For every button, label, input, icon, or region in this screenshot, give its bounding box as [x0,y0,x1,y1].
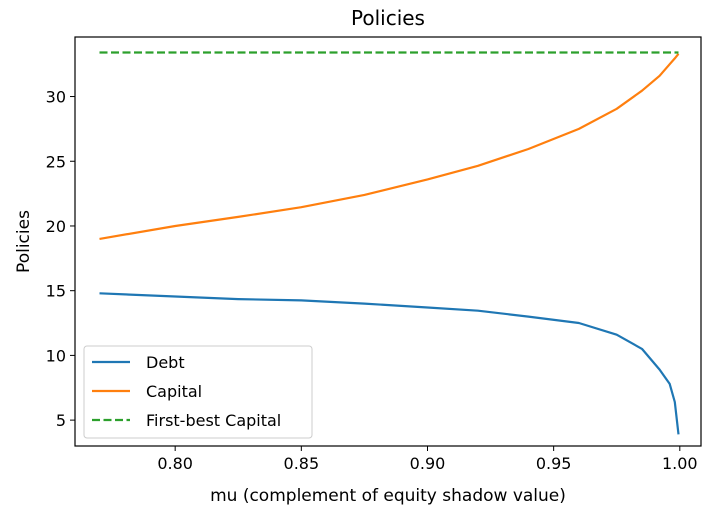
chart-title: Policies [351,6,425,30]
legend-box [83,345,313,439]
y-tick-label: 15 [46,282,66,301]
plot-frame [74,36,702,447]
x-tick-label: 0.85 [284,454,320,473]
legend: Debt Capital First-best Capital [83,345,313,439]
legend-label: First-best Capital [146,411,281,430]
x-axis-label: mu (complement of equity shadow value) [210,486,566,506]
legend-label: Capital [146,382,202,401]
legend-label: Debt [146,353,185,372]
y-tick-label: 30 [46,88,66,107]
x-tick-label: 0.90 [410,454,446,473]
y-axis-label: Policies [14,210,34,273]
y-tick-label: 25 [46,152,66,171]
y-tick-label: 20 [46,217,66,236]
x-tick-label: 0.80 [157,454,193,473]
y-tick-label: 5 [56,411,66,430]
x-tick-label: 0.95 [536,454,572,473]
y-tick-label: 10 [46,346,66,365]
series-line-capital [99,53,680,240]
y-axis-ticks: 5 10 15 20 25 30 [46,88,75,430]
x-tick-label: 1.00 [662,454,698,473]
plot-series [99,51,680,435]
x-axis-ticks: 0.80 0.85 0.90 0.95 1.00 [157,446,698,473]
series-line-debt [99,292,680,435]
